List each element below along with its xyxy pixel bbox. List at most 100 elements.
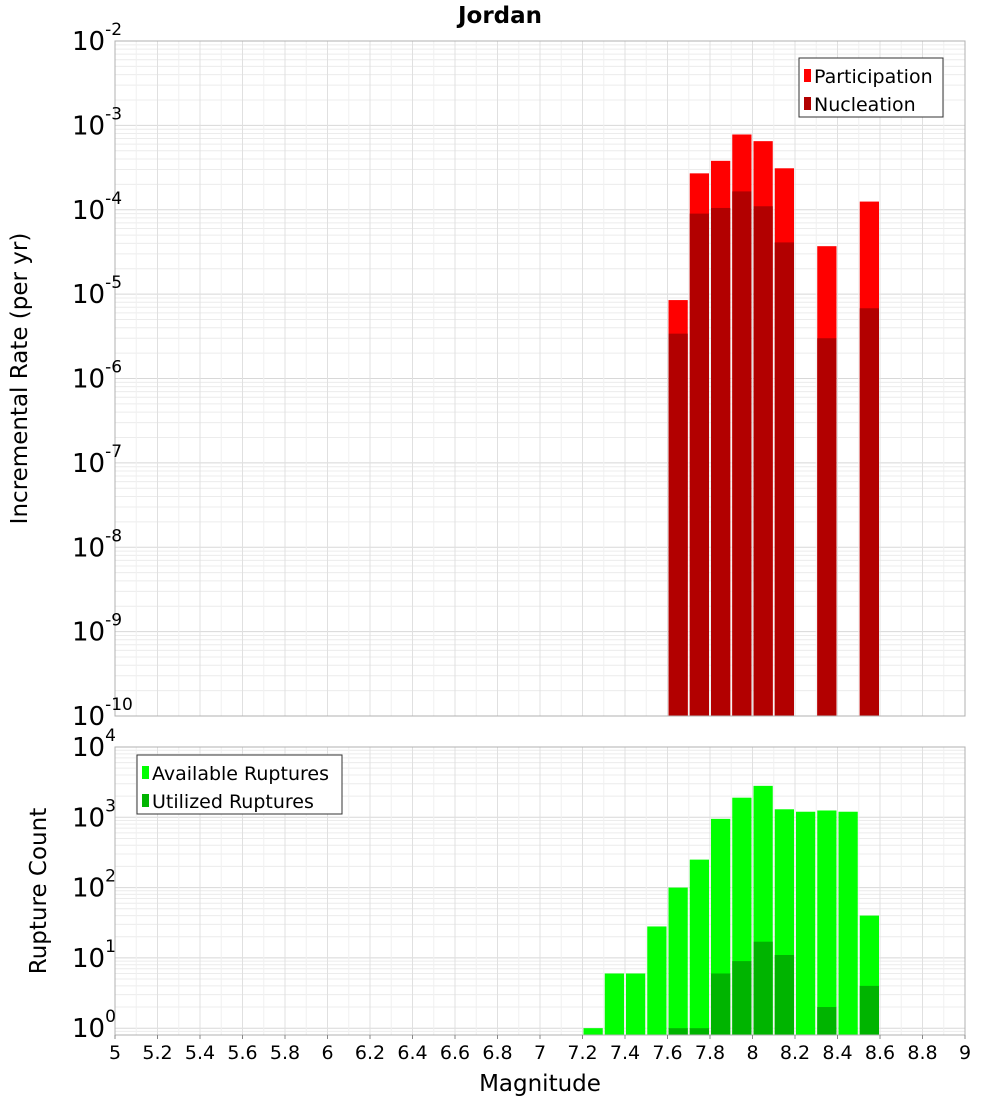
y-tick-base: 10 [72,618,105,648]
y-tick-label: 10-9 [72,611,122,648]
bar-nucleation-7.65 [668,333,688,716]
bar-utilized-ruptures-8.55 [859,985,879,1035]
y-tick-exponent: -9 [105,611,122,631]
y-tick-exponent: -5 [105,273,122,293]
y-tick-label: 10-4 [72,189,122,226]
y-axis-title: Incremental Rate (per yr) [7,233,33,525]
x-tick-label: 7.8 [695,1042,725,1064]
bar-utilized-ruptures-7.85 [711,973,731,1035]
x-tick-label: 5.4 [185,1042,215,1064]
bar-available-ruptures-7.55 [647,926,667,1035]
y-tick-base: 10 [72,1014,105,1044]
y-tick-exponent: -7 [105,442,122,462]
bar-nucleation-7.95 [732,191,752,717]
legend: Participation Nucleation [798,57,944,118]
y-tick-label: 10-5 [72,273,122,310]
legend-label: Participation [814,66,933,88]
bar-utilized-ruptures-8.15 [774,954,794,1035]
y-tick-base: 10 [72,733,105,763]
plot-frame [114,40,966,717]
x-tick-labels: 5 5.2 5.4 5.6 5.8 6 6.2 6.4 6.6 6.8 7 7.2 7.4 7.6 7.8 8… [109,1035,971,1064]
legend-swatch [142,794,149,807]
x-tick-label: 5 [109,1042,121,1064]
bar-available-ruptures-8.25 [796,811,816,1035]
y-tick-exponent: 4 [105,726,116,746]
bar-utilized-ruptures-7.95 [732,961,752,1035]
top-plot-rates: Jordan10-1010-910-810-710-610-510-410-31… [7,3,966,732]
y-tick-label: 10-3 [72,104,122,141]
legend-box [798,57,944,118]
y-tick-base: 10 [72,944,105,974]
bar-utilized-ruptures-8.35 [817,1007,837,1035]
bar-available-ruptures-7.35 [604,973,624,1035]
bar-nucleation-7.75 [689,213,709,717]
y-tick-base: 10 [72,702,105,732]
bar-available-ruptures-8.45 [838,811,858,1035]
x-tick-label: 7.2 [567,1042,597,1064]
bar-nucleation-8.35 [817,338,837,716]
y-tick-base: 10 [72,533,105,563]
y-tick-label: 10-6 [72,358,122,395]
bar-available-ruptures-8.35 [817,810,837,1035]
y-tick-exponent: -2 [105,20,122,40]
x-tick-label: 6.2 [355,1042,385,1064]
y-tick-base: 10 [72,803,105,833]
y-tick-exponent: 3 [105,796,116,816]
series-nucleation [668,191,879,717]
y-tick-exponent: -6 [105,358,122,378]
bar-available-ruptures-7.65 [668,887,688,1035]
y-tick-exponent: -8 [105,526,122,546]
y-tick-base: 10 [72,365,105,395]
bar-available-ruptures-7.75 [689,859,709,1035]
y-tick-label: 10-8 [72,526,122,563]
y-tick-label: 101 [72,937,116,974]
y-tick-exponent: -10 [105,695,133,715]
y-axis-title: Rupture Count [26,808,52,974]
bar-available-ruptures-7.45 [626,973,646,1035]
legend-box [136,754,343,815]
bar-utilized-ruptures-8.05 [753,941,773,1035]
y-tick-base: 10 [72,111,105,141]
grid [114,41,966,717]
legend-swatch [142,766,149,779]
y-tick-exponent: -4 [105,189,122,209]
bar-nucleation-7.85 [711,207,731,716]
x-tick-label: 9 [959,1042,971,1064]
x-tick-label: 8.2 [780,1042,810,1064]
x-tick-label: 6.6 [440,1042,470,1064]
y-tick-base: 10 [72,449,105,479]
legend-label: Available Ruptures [152,763,329,785]
y-tick-base: 10 [72,196,105,226]
y-tick-label: 102 [72,867,116,904]
x-tick-label: 7 [534,1042,546,1064]
legend-label: Nucleation [814,94,916,116]
chart-title: Jordan [456,3,542,29]
legend-swatch [804,97,811,110]
x-tick-label: 7.6 [652,1042,682,1064]
y-tick-exponent: 0 [105,1007,116,1027]
y-tick-label: 10-2 [72,20,122,57]
y-tick-label: 100 [72,1007,116,1044]
x-tick-label: 6.8 [482,1042,512,1064]
y-tick-base: 10 [72,874,105,904]
x-tick-label: 7.4 [610,1042,640,1064]
x-tick-label: 8.6 [865,1042,895,1064]
y-tick-label: 103 [72,796,116,833]
x-tick-label: 6 [321,1042,333,1064]
y-tick-base: 10 [72,27,105,57]
x-tick-label: 5.8 [270,1042,300,1064]
y-tick-base: 10 [72,280,105,310]
y-tick-exponent: 2 [105,867,116,887]
bar-utilized-ruptures-7.75 [689,1028,709,1035]
x-axis-title: Magnitude [479,1071,601,1097]
bar-utilized-ruptures-7.65 [668,1028,688,1035]
y-tick-label: 10-7 [72,442,122,479]
legend: Available Ruptures Utilized Ruptures [136,754,343,815]
bar-nucleation-8.55 [859,308,879,716]
x-tick-label: 8 [746,1042,758,1064]
y-tick-label: 10-10 [72,695,133,732]
